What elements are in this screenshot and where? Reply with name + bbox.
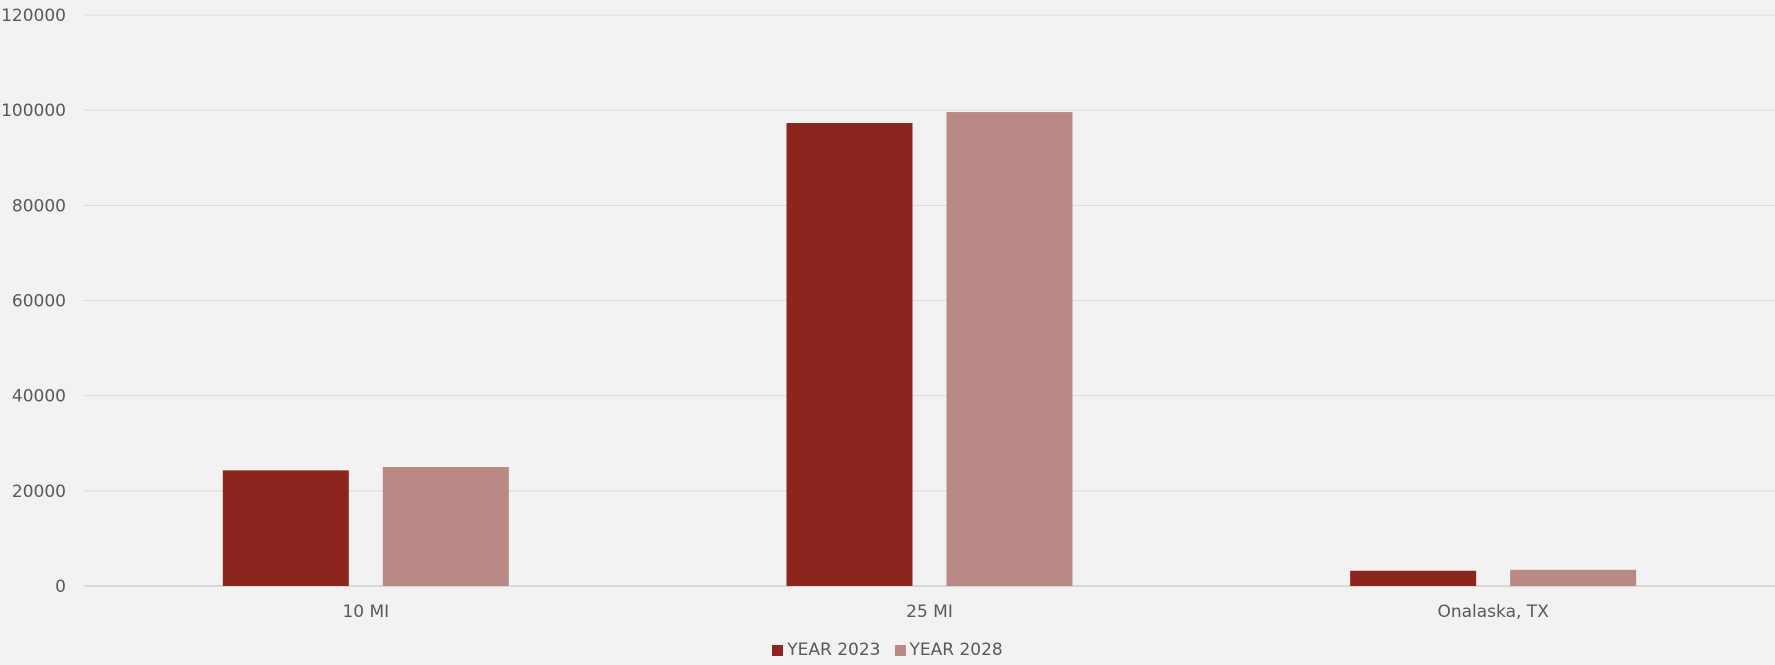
x-tick-label: 10 MI (342, 602, 389, 622)
y-tick-label: 20000 (12, 482, 66, 502)
gridlines (84, 14, 1775, 587)
legend-item-year-2023[interactable]: YEAR 2023 (772, 640, 881, 660)
bar-year-2028-2 (1510, 569, 1637, 586)
y-tick-label: 120000 (1, 6, 66, 26)
y-tick-label: 60000 (12, 292, 66, 312)
x-tick-label: Onalaska, TX (1437, 602, 1549, 622)
y-tick-label: 80000 (12, 196, 66, 216)
y-tick-label: 100000 (1, 101, 66, 121)
bar-year-2023-2 (1350, 570, 1477, 586)
bar-year-2023-1 (786, 123, 913, 587)
legend-label: YEAR 2023 (787, 640, 881, 660)
y-tick-label: 40000 (12, 387, 66, 407)
bar-year-2028-1 (946, 112, 1073, 586)
legend-swatch (894, 644, 906, 656)
bars (222, 112, 1637, 587)
bar-year-2028-0 (382, 467, 509, 586)
x-axis-ticks: 10 MI 25 MI Onalaska, TX (342, 602, 1549, 622)
legend-label: YEAR 2028 (909, 640, 1003, 660)
legend: YEAR 2023 YEAR 2028 (0, 637, 1775, 663)
legend-item-year-2028[interactable]: YEAR 2028 (894, 640, 1003, 660)
legend-swatch (772, 644, 784, 656)
y-tick-label: 0 (55, 577, 66, 597)
y-axis-ticks: 0 20000 40000 60000 80000 100000 120000 (1, 6, 66, 597)
x-tick-label: 25 MI (906, 602, 953, 622)
bar-year-2023-0 (222, 470, 349, 586)
